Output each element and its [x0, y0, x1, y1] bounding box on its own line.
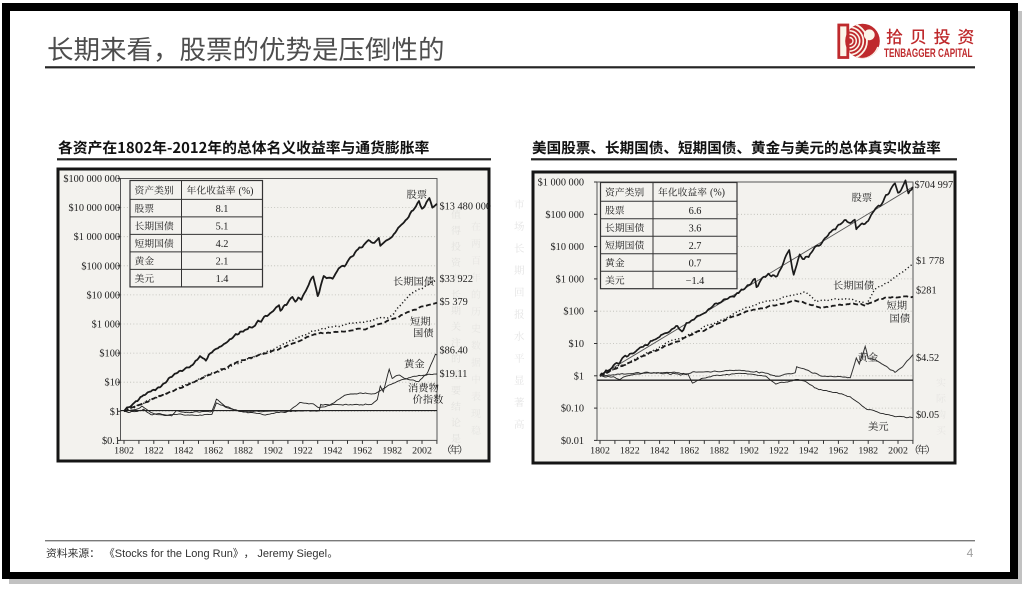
svg-text:1822: 1822	[144, 445, 164, 456]
svg-text:1982: 1982	[858, 445, 878, 456]
svg-text:1902: 1902	[263, 445, 283, 456]
svg-text:$100 000: $100 000	[545, 210, 584, 221]
svg-text:1842: 1842	[174, 445, 194, 456]
svg-text:2002: 2002	[412, 445, 432, 456]
svg-text:$10: $10	[569, 339, 584, 350]
svg-text:1842: 1842	[650, 445, 670, 456]
svg-text:$0.05: $0.05	[916, 410, 939, 421]
svg-text:$1: $1	[574, 371, 584, 382]
svg-text:1882: 1882	[233, 445, 253, 456]
svg-text:1942: 1942	[799, 445, 819, 456]
svg-text:$100 000 000: $100 000 000	[63, 174, 120, 185]
svg-text:1902: 1902	[739, 445, 759, 456]
svg-text:$86.40: $86.40	[440, 346, 468, 357]
svg-text:1922: 1922	[769, 445, 789, 456]
svg-text:$33 922: $33 922	[440, 274, 473, 285]
svg-text:2.1: 2.1	[216, 256, 229, 267]
svg-text:$4.52: $4.52	[916, 353, 939, 364]
svg-text:Jeremy Siegel: Jeremy Siegel	[257, 548, 327, 560]
svg-text:$10 000 000: $10 000 000	[69, 203, 120, 214]
svg-text:1962: 1962	[829, 445, 849, 456]
svg-text:1.4: 1.4	[216, 274, 229, 285]
svg-text:$13 480 000: $13 480 000	[440, 202, 491, 213]
svg-text:Stocks for the Long Run: Stocks for the Long Run	[115, 548, 233, 560]
svg-text:1962: 1962	[353, 445, 373, 456]
svg-text:5.1: 5.1	[216, 221, 229, 232]
svg-text:(%): (%)	[710, 188, 725, 199]
svg-text:$5 379: $5 379	[440, 297, 468, 308]
svg-text:4.2: 4.2	[216, 239, 229, 250]
svg-text:1862: 1862	[204, 445, 224, 456]
svg-text:1802: 1802	[114, 445, 134, 456]
svg-text:0.7: 0.7	[689, 258, 702, 269]
svg-text:$1 000 000: $1 000 000	[74, 232, 120, 243]
svg-text:$10 000: $10 000	[87, 290, 120, 301]
svg-text:3.6: 3.6	[689, 223, 702, 234]
svg-text:1862: 1862	[680, 445, 700, 456]
svg-text:$0.10: $0.10	[561, 404, 584, 415]
svg-text:1822: 1822	[620, 445, 640, 456]
svg-text:1882: 1882	[709, 445, 729, 456]
svg-text:$1 778: $1 778	[916, 256, 944, 267]
svg-text:$0.1: $0.1	[102, 436, 120, 447]
svg-text:$19.11: $19.11	[440, 369, 468, 380]
svg-text:TENBAGGER CAPITAL: TENBAGGER CAPITAL	[884, 46, 973, 60]
svg-text:2.7: 2.7	[689, 241, 702, 252]
svg-text:2002: 2002	[888, 445, 908, 456]
svg-text:$0.01: $0.01	[561, 436, 584, 447]
svg-text:$1 000: $1 000	[92, 320, 120, 331]
svg-text:(%): (%)	[239, 186, 254, 197]
svg-text:$1: $1	[110, 407, 120, 418]
svg-text:1982: 1982	[382, 445, 402, 456]
svg-text:$100: $100	[563, 307, 584, 318]
svg-text:$100: $100	[99, 349, 120, 360]
svg-text:$1 000 000: $1 000 000	[538, 178, 584, 189]
svg-text:8.1: 8.1	[216, 204, 229, 215]
svg-text:$10 000: $10 000	[551, 242, 584, 253]
svg-text:$10: $10	[105, 378, 120, 389]
svg-text:1922: 1922	[293, 445, 313, 456]
svg-text:$281: $281	[916, 286, 937, 297]
svg-text:$704 997: $704 997	[915, 180, 954, 191]
svg-text:−1.4: −1.4	[686, 276, 705, 287]
svg-text:6.6: 6.6	[689, 206, 702, 217]
svg-text:1942: 1942	[323, 445, 343, 456]
svg-text:$100 000: $100 000	[81, 261, 120, 272]
svg-text:$1 000: $1 000	[556, 274, 584, 285]
svg-text:4: 4	[967, 546, 974, 560]
svg-text:1802: 1802	[590, 445, 610, 456]
